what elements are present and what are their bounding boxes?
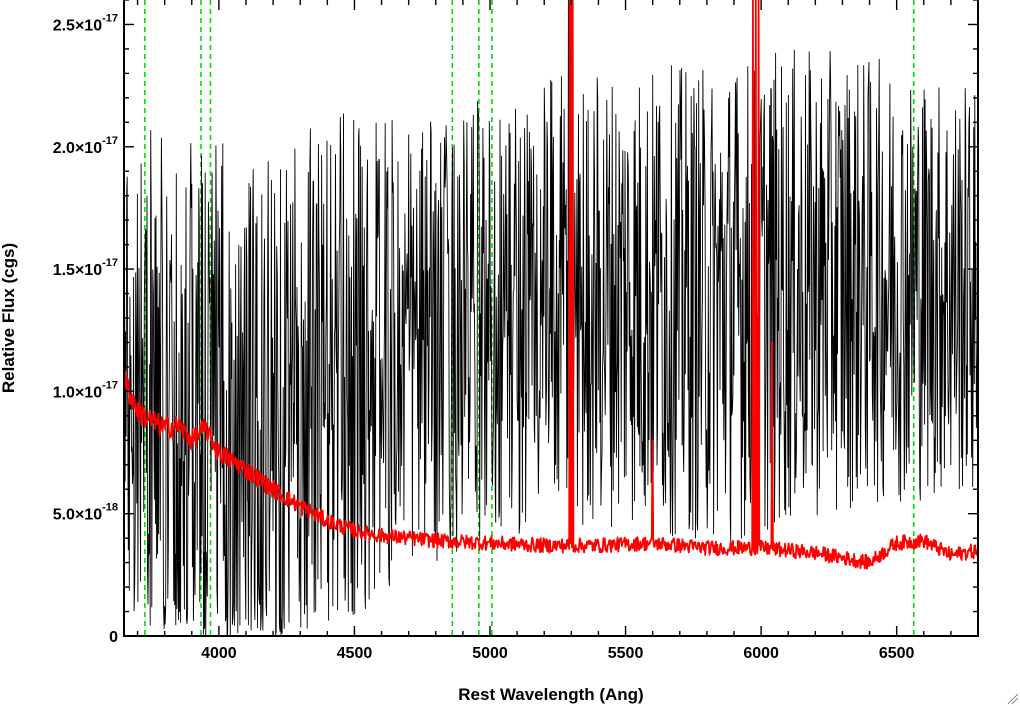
y-tick-label: 2.5×10-17 <box>53 12 118 34</box>
axis-ticks <box>124 0 979 637</box>
resize-grip-icon <box>1007 693 1019 705</box>
x-tick-label: 5000 <box>472 645 508 662</box>
x-tick-label: 5500 <box>608 645 644 662</box>
y-tick-label: 1.0×10-17 <box>53 379 118 401</box>
x-tick-label: 4500 <box>337 645 373 662</box>
y-tick-label: 1.5×10-17 <box>53 257 118 279</box>
y-tick-label: 2.0×10-17 <box>53 135 118 157</box>
y-tick-label: 5.0×10-18 <box>53 502 118 524</box>
y-tick-label: 0 <box>109 629 118 646</box>
y-tick-labels: 0 5.0×10-18 1.0×10-17 1.5×10-17 2.0×10-17 2.5… <box>53 12 118 646</box>
x-tick-labels: 4000 4500 5000 5500 6000 6500 <box>201 645 914 662</box>
observed-spectrum-line <box>124 0 978 636</box>
spectrum-series <box>124 0 978 636</box>
model-spectrum-line <box>124 0 978 570</box>
x-tick-label: 6000 <box>743 645 779 662</box>
x-tick-label: 6500 <box>879 645 915 662</box>
x-tick-label: 4000 <box>201 645 237 662</box>
x-axis-title: Rest Wavelength (Ang) <box>458 685 643 704</box>
y-axis-title: Relative Flux (cgs) <box>0 243 18 393</box>
